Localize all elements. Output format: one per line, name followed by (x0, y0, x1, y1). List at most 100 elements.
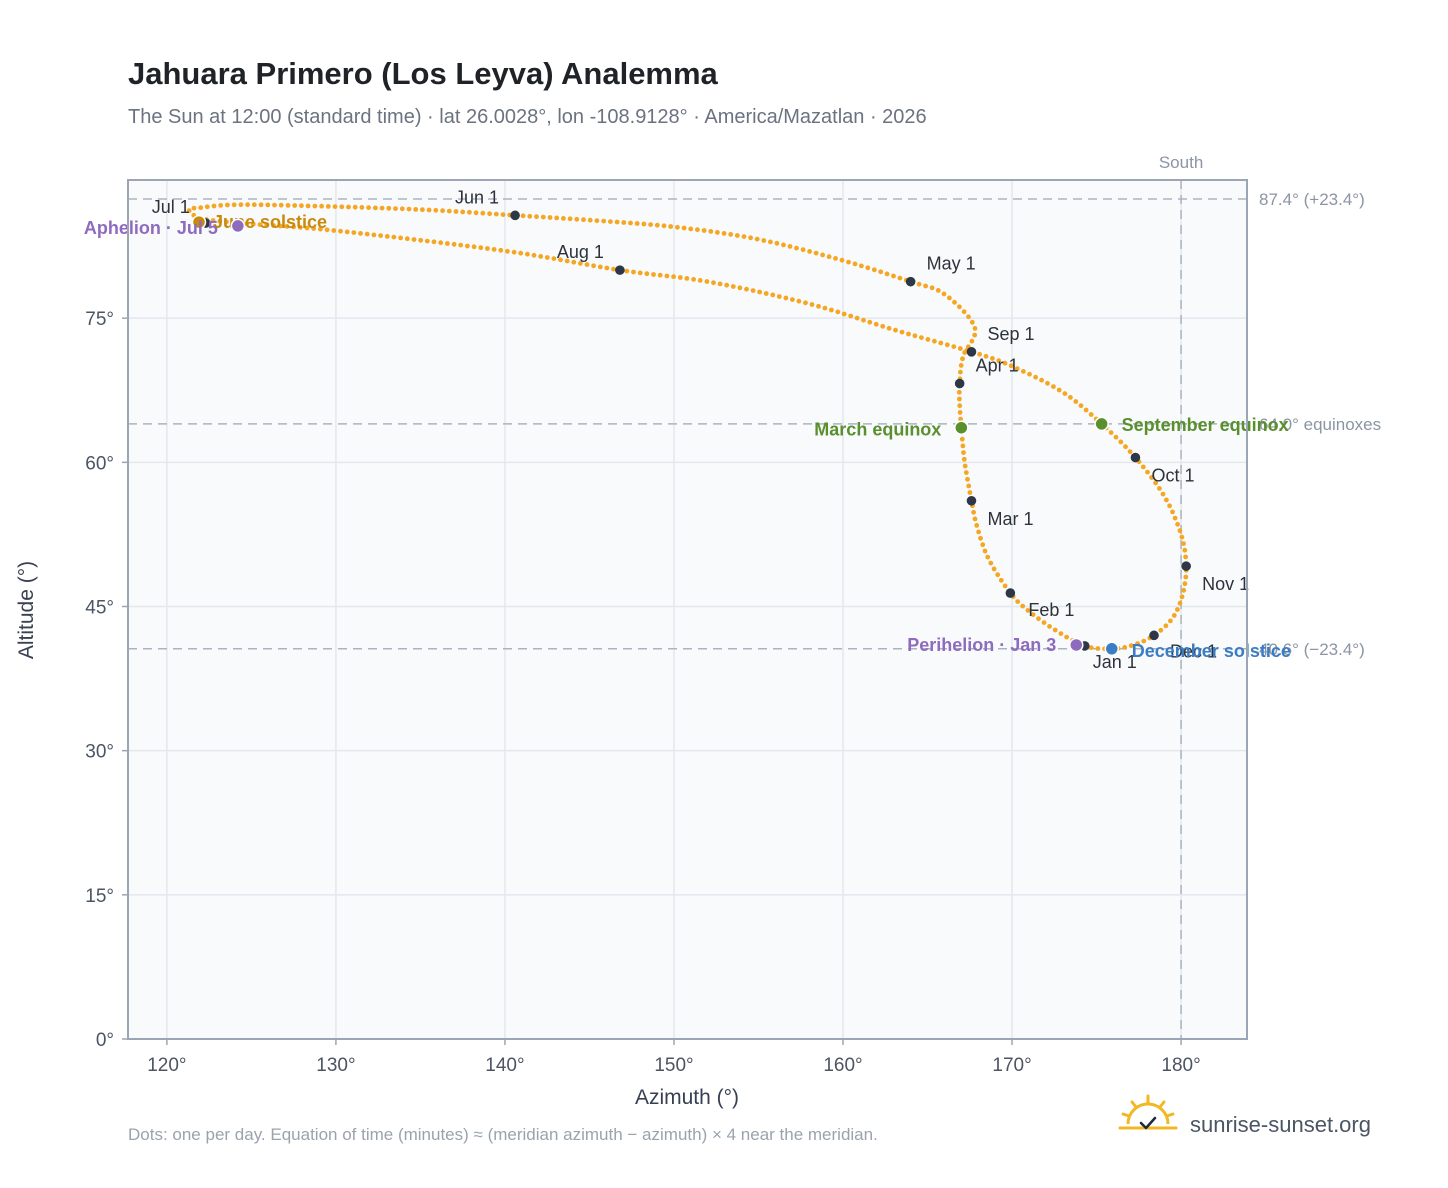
daily-sun-dot (505, 248, 510, 254)
plot-border (127, 179, 1248, 1040)
daily-sun-dot (852, 261, 858, 267)
daily-sun-dot (531, 252, 537, 258)
daily-sun-dot (657, 272, 663, 278)
daily-sun-dot (963, 470, 969, 475)
daily-sun-dot (923, 283, 928, 289)
daily-sun-dot (796, 298, 802, 304)
daily-sun-dot (768, 239, 773, 245)
daily-sun-dot (711, 280, 716, 286)
event-label: March equinox (814, 420, 941, 440)
daily-sun-dot (974, 523, 980, 528)
month-label: Jul 1 (152, 197, 190, 217)
daily-sun-dot (668, 224, 674, 229)
daily-sun-dot (1030, 612, 1036, 617)
daily-sun-dot (465, 243, 470, 249)
reference-line-label: 87.4° (+23.4°) (1259, 190, 1365, 209)
daily-sun-dot (988, 560, 994, 566)
daily-sun-dot (278, 202, 284, 208)
daily-sun-dot (250, 221, 256, 227)
month-marker (966, 495, 977, 506)
daily-sun-dot (977, 351, 982, 357)
daily-sun-dot (211, 203, 217, 209)
daily-sun-dot (1088, 645, 1094, 650)
daily-sun-dot (961, 450, 966, 455)
daily-sun-dot (231, 202, 237, 208)
daily-sun-dot (491, 247, 497, 252)
daily-sun-dot (424, 238, 430, 244)
month-markers: Jan 1 Feb 1 Mar 1 Apr 1 May 1 Jun 1 Jul 1 Aug 1… (152, 187, 1249, 672)
daily-sun-dot (1002, 583, 1008, 589)
y-axis-label: Altitude (°) (15, 561, 38, 659)
daily-sun-dot (245, 202, 251, 208)
y-tick-label: 45° (85, 598, 114, 619)
daily-sun-dot (352, 204, 358, 210)
daily-sun-dot (651, 272, 656, 277)
event-label: December solstice (1132, 641, 1291, 661)
daily-sun-dot (691, 277, 696, 282)
daily-sun-dot (854, 315, 860, 321)
daily-sun-dot (996, 358, 1002, 364)
x-tick-label: 120° (147, 1055, 186, 1076)
month-marker (1149, 630, 1159, 641)
daily-sun-dot (906, 331, 911, 337)
event-label: September equinox (1122, 415, 1289, 435)
daily-sun-dot (359, 205, 365, 210)
daily-sun-dot (952, 299, 957, 305)
daily-sun-dot (972, 516, 978, 522)
daily-sun-dot (1167, 503, 1172, 509)
month-label: Jun 1 (455, 187, 499, 207)
daily-sun-dot (608, 219, 613, 225)
daily-sun-dot (741, 234, 747, 240)
daily-sun-dot (960, 443, 966, 449)
daily-sun-dot (654, 222, 660, 228)
daily-sun-dot (972, 326, 978, 331)
daily-sun-dot (1118, 439, 1124, 445)
daily-sun-dot (611, 266, 616, 272)
y-tick-label: 30° (85, 742, 114, 763)
daily-sun-dot (554, 215, 560, 221)
daily-sun-dot (1020, 603, 1026, 609)
reference-line-label: 40.6° (−23.4°) (1259, 640, 1365, 659)
daily-sun-dot (498, 247, 504, 253)
daily-sun-dot (332, 204, 338, 210)
daily-sun-dot (366, 205, 371, 211)
daily-sun-dot (962, 463, 968, 469)
month-label: Nov 1 (1202, 574, 1249, 594)
daily-sun-dot (561, 216, 566, 221)
daily-sun-dot (958, 369, 963, 375)
x-tick-label: 160° (823, 1055, 862, 1076)
daily-sun-dot (1182, 581, 1188, 587)
daily-sun-dot (990, 356, 995, 361)
month-marker (1130, 452, 1141, 463)
daily-sun-dot (1027, 371, 1032, 377)
x-tick-label: 130° (316, 1055, 355, 1076)
y-tick-label: 75° (85, 309, 114, 330)
daily-sun-dot (734, 233, 740, 238)
daily-sun-dot (540, 214, 546, 220)
brand-logo[interactable]: sunrise-sunset.org (1118, 1094, 1371, 1137)
daily-sun-dot (500, 212, 506, 218)
daily-sun-dot (826, 254, 832, 260)
daily-sun-dot (957, 396, 962, 402)
daily-sun-dot (730, 284, 736, 289)
daily-sun-dot (614, 219, 620, 225)
month-label: Dec 1 (1170, 641, 1217, 661)
daily-sun-dot (413, 207, 419, 212)
daily-sun-dot (473, 210, 479, 216)
daily-sun-dot (1083, 407, 1089, 413)
daily-sun-dot (1177, 528, 1183, 534)
daily-sun-dot (299, 203, 304, 209)
daily-sun-dot (957, 410, 963, 415)
daily-sun-dot (204, 204, 210, 210)
month-marker (1005, 588, 1016, 598)
daily-sun-dot (861, 317, 866, 323)
daily-sun-dot (628, 220, 633, 226)
daily-sun-dot (420, 207, 425, 213)
daily-sun-dot (880, 323, 886, 329)
daily-sun-dot (1068, 395, 1073, 400)
daily-sun-dot (1008, 363, 1014, 369)
daily-sun-dot (305, 203, 311, 209)
daily-sun-dot (399, 206, 405, 212)
daily-sun-dot (754, 236, 760, 242)
